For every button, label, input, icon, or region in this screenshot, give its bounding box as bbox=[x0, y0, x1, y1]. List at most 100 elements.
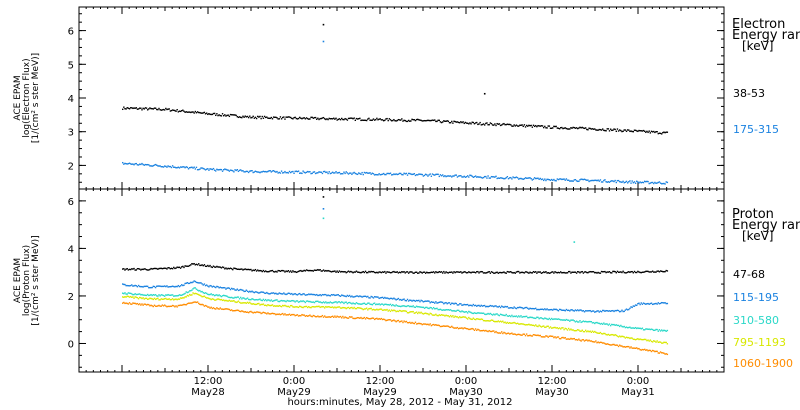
data-point bbox=[647, 131, 649, 134]
data-point bbox=[396, 271, 399, 273]
data-point bbox=[188, 293, 191, 296]
data-point bbox=[321, 314, 324, 317]
data-point bbox=[527, 125, 529, 127]
data-point bbox=[663, 329, 665, 331]
data-point bbox=[196, 293, 199, 295]
data-point bbox=[524, 334, 527, 337]
data-point bbox=[649, 328, 652, 331]
data-point bbox=[530, 272, 532, 274]
data-point bbox=[398, 271, 401, 273]
data-point bbox=[396, 119, 399, 122]
data-point bbox=[518, 323, 520, 325]
data-point bbox=[557, 310, 560, 312]
data-point bbox=[277, 293, 279, 295]
data-point bbox=[368, 302, 370, 304]
data-point bbox=[451, 310, 453, 312]
data-point bbox=[545, 326, 547, 328]
data-point bbox=[447, 315, 450, 317]
data-point bbox=[176, 167, 178, 169]
data-point bbox=[485, 329, 487, 332]
data-point bbox=[203, 295, 206, 297]
data-point bbox=[575, 127, 578, 129]
data-point bbox=[134, 269, 136, 271]
data-point bbox=[237, 309, 240, 312]
data-point bbox=[365, 296, 368, 298]
data-point bbox=[157, 285, 159, 287]
data-point bbox=[437, 271, 439, 274]
data-point bbox=[566, 319, 569, 321]
data-point bbox=[452, 122, 454, 124]
data-point bbox=[616, 128, 619, 130]
data-point bbox=[631, 347, 633, 349]
data-point bbox=[594, 179, 596, 182]
data-point bbox=[462, 176, 464, 178]
y-axis-label-line: [1/(cm² s ster MeV)] bbox=[31, 235, 41, 325]
data-point bbox=[227, 308, 229, 310]
series-47-68 bbox=[122, 196, 669, 274]
data-point bbox=[623, 271, 625, 274]
data-point bbox=[431, 324, 434, 326]
data-point bbox=[209, 113, 211, 116]
data-point bbox=[486, 177, 488, 179]
data-point bbox=[600, 322, 603, 325]
data-point bbox=[402, 271, 404, 273]
data-point bbox=[173, 305, 175, 307]
data-point bbox=[314, 300, 317, 303]
data-point bbox=[530, 177, 532, 180]
data-point bbox=[631, 327, 633, 329]
data-point bbox=[204, 265, 207, 267]
data-point bbox=[645, 328, 647, 330]
data-point bbox=[339, 173, 342, 175]
data-point bbox=[451, 271, 453, 273]
data-point bbox=[598, 342, 600, 344]
data-point bbox=[446, 325, 448, 327]
data-point bbox=[221, 266, 224, 268]
data-point bbox=[409, 120, 411, 122]
data-point bbox=[441, 121, 444, 123]
data-point bbox=[153, 164, 156, 166]
data-point bbox=[323, 293, 326, 296]
data-point bbox=[487, 320, 489, 322]
data-point bbox=[264, 116, 267, 119]
data-point bbox=[641, 181, 644, 184]
data-point bbox=[423, 174, 426, 177]
data-point bbox=[638, 338, 640, 341]
data-point bbox=[466, 122, 469, 124]
data-point bbox=[224, 308, 226, 310]
data-point bbox=[304, 118, 307, 120]
data-point bbox=[584, 310, 587, 312]
data-point bbox=[297, 170, 300, 172]
data-point bbox=[495, 305, 497, 307]
data-point bbox=[591, 322, 594, 324]
data-point bbox=[518, 270, 520, 273]
data-point bbox=[249, 298, 251, 301]
data-point bbox=[302, 270, 304, 272]
data-point bbox=[481, 318, 484, 321]
data-point bbox=[173, 299, 175, 301]
data-point bbox=[547, 125, 549, 127]
data-point bbox=[325, 269, 327, 272]
data-point bbox=[257, 302, 259, 305]
data-point bbox=[549, 335, 552, 337]
data-point bbox=[149, 305, 151, 307]
data-point bbox=[250, 291, 252, 293]
data-point bbox=[557, 271, 560, 274]
data-point bbox=[469, 271, 471, 274]
data-point bbox=[257, 299, 259, 301]
data-point bbox=[304, 270, 307, 272]
data-point bbox=[457, 175, 460, 177]
data-point bbox=[506, 305, 509, 308]
data-point bbox=[478, 176, 480, 178]
data-point bbox=[311, 305, 313, 308]
data-point bbox=[367, 271, 369, 274]
data-point bbox=[213, 112, 216, 115]
data-point bbox=[489, 330, 492, 333]
data-point bbox=[542, 325, 545, 327]
data-point bbox=[132, 293, 134, 296]
data-point bbox=[630, 306, 632, 308]
data-point bbox=[253, 299, 256, 301]
data-point bbox=[478, 123, 480, 125]
data-point bbox=[334, 270, 336, 272]
data-point bbox=[445, 308, 447, 311]
data-point bbox=[234, 169, 236, 171]
